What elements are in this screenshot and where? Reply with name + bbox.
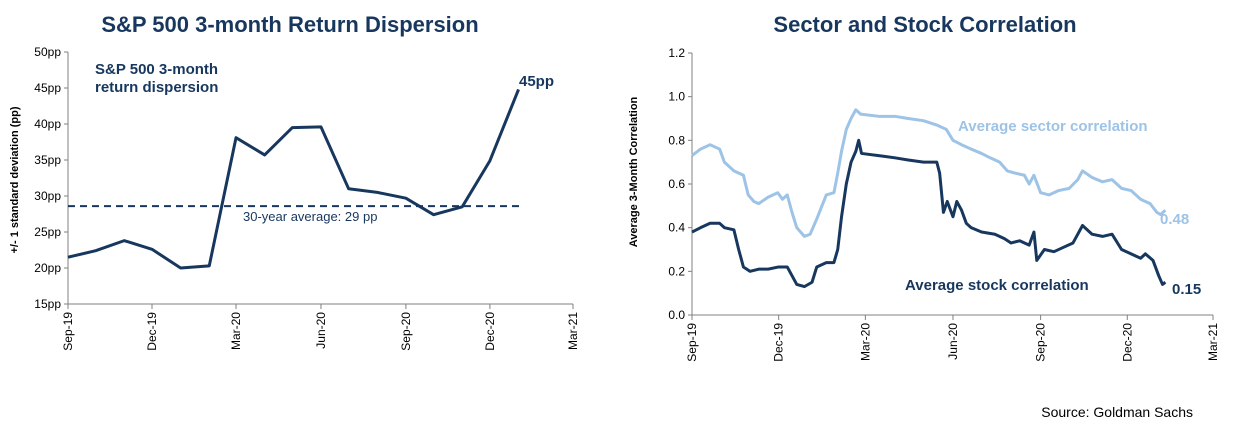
correlation-y-tick-label: 0.8: [668, 133, 685, 147]
correlation-y-tick-label: 0.0: [668, 308, 685, 322]
correlation-x-tick-label: Mar-20: [858, 323, 872, 361]
dispersion-y-tick-label: 35pp: [34, 153, 61, 167]
dispersion-x-tick-label: Mar-21: [566, 312, 580, 350]
average-line-label: 30-year average: 29 pp: [243, 209, 377, 224]
chart-dispersion: S&P 500 3-month Return Dispersion 15pp 20…: [9, 12, 580, 351]
dispersion-x-tick-label: Sep-19: [61, 312, 75, 351]
dispersion-y-tick-label: 50pp: [34, 45, 61, 59]
dispersion-y-tick-label: 40pp: [34, 117, 61, 131]
correlation-x-tick-label: Sep-19: [685, 323, 699, 362]
correlation-x-tick-label: Dec-20: [1120, 323, 1134, 362]
dispersion-x-tick-label: Dec-20: [483, 312, 497, 351]
dispersion-y-tick-label: 25pp: [34, 225, 61, 239]
y-axis-label-correlation: Average 3-Month Correlation: [628, 96, 640, 247]
chart-title-correlation: Sector and Stock Correlation: [773, 12, 1076, 37]
correlation-y-tick-label: 1.2: [668, 46, 685, 60]
correlation-x-tick-label: Sep-20: [1034, 323, 1048, 362]
end-label-dispersion: 45pp: [519, 73, 554, 90]
series-line-sector: [691, 108, 1167, 238]
dispersion-x-tick-label: Dec-19: [145, 312, 159, 351]
correlation-x-tick-label: Jun-20: [946, 323, 960, 360]
correlation-y-tick-label: 0.2: [668, 264, 685, 278]
dispersion-x-tick-label: Sep-20: [399, 312, 413, 351]
correlation-y-tick-label: 0.6: [668, 177, 685, 191]
series-label-sector: Average sector correlation: [958, 118, 1148, 135]
series-line-stock: [691, 138, 1167, 289]
dispersion-x-tick-label: Mar-20: [229, 312, 243, 350]
correlation-y-tick-label: 1.0: [668, 90, 685, 104]
series-line-dispersion: [67, 88, 520, 270]
correlation-x-tick-label: Dec-19: [772, 323, 786, 362]
dispersion-y-tick-label: 15pp: [34, 297, 61, 311]
y-axis-label-dispersion: +/- 1 standard deviation (pp): [9, 106, 21, 253]
source-note: Source: Goldman Sachs: [1041, 404, 1193, 420]
series-label-stock: Average stock correlation: [905, 277, 1089, 294]
end-label-sector: 0.48: [1160, 211, 1189, 228]
series-label-dispersion-line2: return dispersion: [95, 79, 218, 96]
series-label-dispersion-line1: S&P 500 3-month: [95, 61, 218, 78]
dispersion-y-tick-label: 30pp: [34, 189, 61, 203]
correlation-x-tick-label: Mar-21: [1206, 323, 1220, 361]
dispersion-y-tick-label: 20pp: [34, 261, 61, 275]
correlation-y-tick-label: 0.4: [668, 221, 685, 235]
chart-correlation: Sector and Stock Correlation 0.0 0.2 0.4 0.…: [628, 12, 1220, 362]
end-label-stock: 0.15: [1172, 281, 1201, 298]
dispersion-y-tick-label: 45pp: [34, 81, 61, 95]
dispersion-x-tick-label: Jun-20: [314, 312, 328, 349]
chart-title-dispersion: S&P 500 3-month Return Dispersion: [101, 12, 478, 37]
